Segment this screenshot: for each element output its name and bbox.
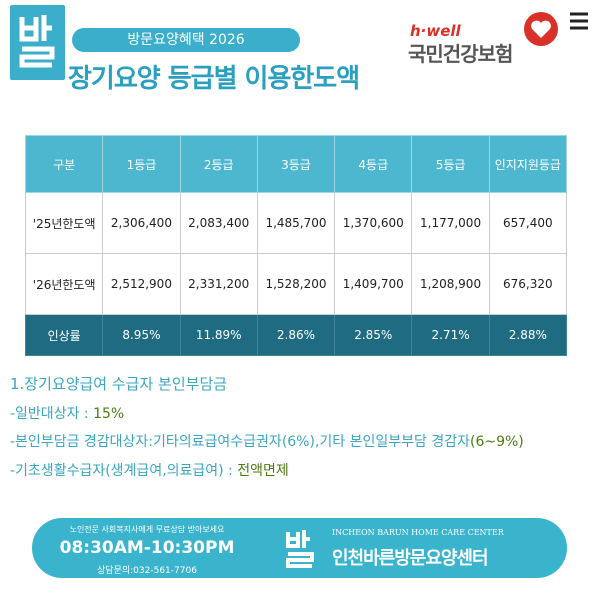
footer-banner[interactable]: 노인전문 사회복지사에게 무료상담 받아보세요 08:30AM-10:30PM … [32, 518, 567, 578]
note-label: -본인부담금 경감대상자:기타의료급여수급권자(6%),기타 본인일부부담 경감… [10, 434, 470, 450]
table-header-row: 구분 1등급 2등급 3등급 4등급 5등급 인지지원등급 [24, 135, 568, 193]
footer-name: 인천바른방문요양센터 [332, 548, 489, 569]
table-cell: 11.89% [179, 314, 258, 356]
note-line: -본인부담금 경감대상자:기타의료급여수급권자(6%),기타 본인일부부담 경감… [10, 431, 524, 451]
table-cell: 1,528,200 [256, 253, 336, 315]
table-row: '25년한도액 2,306,400 2,083,400 1,485,700 1,370,… [24, 192, 568, 254]
table-cell: 8.95% [102, 314, 181, 356]
note-label: -일반대상자 : [10, 406, 94, 422]
brand-name: 국민건강보험 [408, 42, 513, 66]
logo-mark [19, 15, 55, 68]
footer-phone: 상담문의:032-561-7706 [97, 566, 197, 576]
table-cell: 1,409,700 [334, 253, 413, 315]
table-cell: 1,208,900 [411, 253, 490, 315]
limit-table: 구분 1등급 2등급 3등급 4등급 5등급 인지지원등급 '25년한도액 2,306,400 2… [24, 135, 568, 356]
column-header: 인지지원등급 [488, 135, 568, 193]
table-cell: 2.86% [256, 314, 336, 356]
footer-notice: 노인전문 사회복지사에게 무료상담 받아보세요 [69, 525, 225, 534]
table-cell: 2.71% [411, 314, 490, 356]
table-cell: '25년한도액 [24, 192, 104, 254]
badge: 방문요양혜택 2026 [72, 28, 300, 52]
note-value: 전액면제 [237, 463, 289, 479]
table-cell: 2,083,400 [179, 192, 258, 254]
table-cell: 1,370,600 [334, 192, 413, 254]
table-cell: '26년한도액 [24, 253, 104, 315]
column-header: 1등급 [102, 135, 181, 193]
table-cell: 657,400 [488, 192, 568, 254]
table-row: '26년한도액 2,512,900 2,331,200 1,528,200 1,409,… [24, 253, 568, 315]
table-cell: 인상률 [24, 314, 104, 356]
column-header: 5등급 [411, 135, 490, 193]
brand-tagline: h·well [410, 22, 461, 40]
column-header: 3등급 [256, 135, 336, 193]
note-value: 15% [93, 406, 125, 422]
note-line: -일반대상자 : 15% [10, 403, 124, 423]
footer-logo [286, 530, 314, 568]
table-row: 인상률 8.95% 11.89% 2.86% 2.85% 2.71% 2.88% [24, 314, 568, 356]
heart-icon[interactable] [522, 10, 560, 48]
menu-icon[interactable] [568, 10, 590, 32]
note-label: -기초생활수급자(생계급여,의료급여) : [10, 463, 238, 479]
table-cell: 2.85% [334, 314, 413, 356]
page-title: 장기요양 등급별 이용한도액 [68, 64, 360, 94]
logo [10, 5, 65, 80]
note-line: -기초생활수급자(생계급여,의료급여) : 전액면제 [10, 460, 289, 480]
column-header: 4등급 [334, 135, 413, 193]
note-value: (6~9%) [469, 434, 524, 450]
table-cell: 676,320 [488, 253, 568, 315]
table-cell: 2,306,400 [102, 192, 181, 254]
table-cell: 2,512,900 [102, 253, 181, 315]
table-cell: 1,177,000 [411, 192, 490, 254]
notes-heading: 1.장기요양급여 수급자 본인부담금 [10, 375, 228, 393]
table-cell: 2,331,200 [179, 253, 258, 315]
column-header: 구분 [24, 135, 104, 193]
table-cell: 2.88% [488, 314, 568, 356]
footer-english-name: INCHEON BARUN HOME CARE CENTER [332, 528, 504, 537]
table-cell: 1,485,700 [256, 192, 336, 254]
column-header: 2등급 [179, 135, 258, 193]
footer-hours: 08:30AM-10:30PM [59, 538, 235, 558]
